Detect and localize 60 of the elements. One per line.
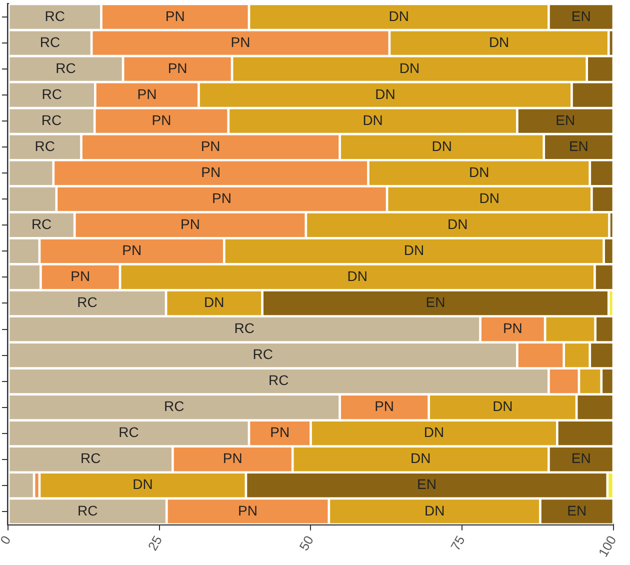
text: DN — [204, 294, 224, 310]
text: PN — [165, 8, 185, 24]
text: PN — [200, 138, 220, 154]
text: DN — [388, 8, 409, 24]
text: PN — [122, 242, 142, 258]
text: RC — [164, 398, 184, 414]
series-label: RC — [42, 86, 62, 102]
text: PN — [230, 34, 250, 50]
text: PN — [168, 60, 188, 76]
text: RC — [41, 112, 62, 128]
text: DN — [399, 60, 420, 76]
text: EN — [571, 450, 591, 466]
text: DN — [347, 268, 368, 284]
text: RC — [77, 294, 98, 310]
x-tick-label: 75 — [448, 533, 468, 554]
text: PN — [270, 424, 290, 440]
text: RC — [80, 450, 101, 466]
text: DN — [410, 450, 431, 466]
text: RC — [252, 346, 273, 362]
text: DN — [362, 112, 383, 128]
x-tick-label: 0 — [0, 533, 14, 547]
text: DN — [404, 242, 424, 258]
text: RC — [118, 424, 139, 440]
text: RC — [31, 216, 52, 232]
text: PN — [502, 320, 522, 336]
text: DN — [132, 476, 153, 492]
text: EN — [416, 476, 436, 492]
x-tick-label: 50 — [296, 533, 316, 554]
text: DN — [488, 34, 510, 50]
text: RC — [268, 372, 289, 388]
series-label: DN — [375, 86, 396, 102]
text: DN — [468, 164, 490, 180]
text: RC — [234, 320, 255, 336]
text: DN — [424, 502, 445, 518]
x-tick-label: 100 — [595, 533, 620, 560]
text: DN — [447, 216, 468, 232]
text: EN — [426, 294, 446, 310]
text: PN — [238, 502, 258, 518]
text: PN — [152, 112, 172, 128]
series-label: PN — [137, 86, 157, 102]
text: PN — [201, 164, 221, 180]
text: DN — [432, 138, 452, 154]
text: DN — [479, 190, 500, 206]
series-label: EN — [568, 138, 588, 154]
x-tick-label: 25 — [144, 533, 166, 554]
text: PN — [374, 398, 394, 414]
text: DN — [492, 398, 513, 414]
text: EN — [556, 112, 576, 128]
text: PN — [212, 190, 232, 206]
text: RC — [44, 8, 65, 24]
text: RC — [34, 138, 55, 154]
text: EN — [571, 8, 591, 24]
text: DN — [424, 424, 444, 440]
text: EN — [567, 502, 587, 518]
text: RC — [40, 34, 60, 50]
text: PN — [180, 216, 200, 232]
text: PN — [222, 450, 242, 466]
text: PN — [70, 268, 90, 284]
text: RC — [77, 502, 98, 518]
text: RC — [56, 60, 76, 76]
